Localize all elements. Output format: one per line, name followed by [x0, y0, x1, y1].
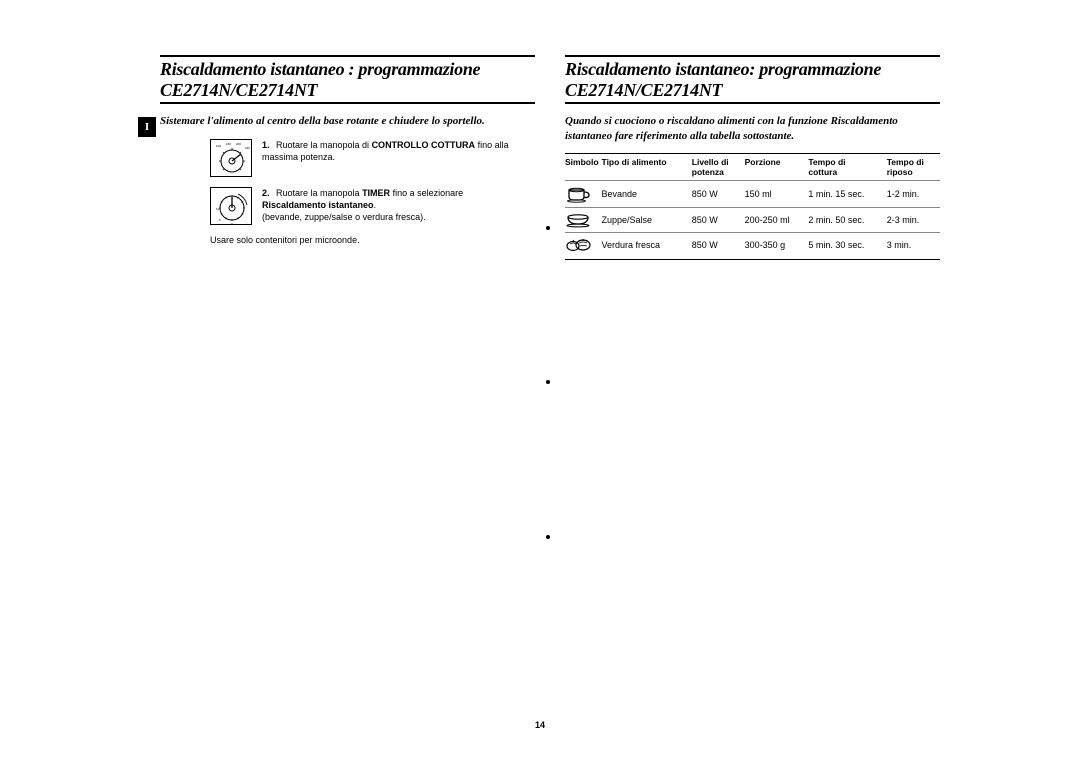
svg-text:180: 180: [226, 142, 231, 146]
col-rest: Tempo diriposo: [887, 153, 940, 180]
col-portion: Porzione: [745, 153, 809, 180]
right-intro: Quando si cuociono o riscaldano alimenti…: [565, 114, 940, 143]
bowl-icon: [565, 208, 602, 233]
table-row: Verdura fresca 850 W 300-350 g 5 min. 30…: [565, 233, 940, 258]
reheat-table: Simbolo Tipo di alimento Livello dipoten…: [565, 153, 940, 260]
step-number: 2.: [262, 187, 276, 199]
vegetable-icon: [565, 233, 602, 258]
svg-text:220: 220: [245, 146, 250, 150]
right-title: Riscaldamento istantaneo: programmazione…: [565, 59, 940, 100]
cup-icon: [565, 181, 602, 208]
svg-text:0: 0: [231, 222, 233, 226]
col-cook: Tempo dicottura: [808, 153, 886, 180]
col-food: Tipo di alimento: [602, 153, 692, 180]
svg-text:5: 5: [219, 218, 221, 222]
page-number: 14: [0, 720, 1080, 730]
table-row: Zuppe/Salse 850 W 200-250 ml 2 min. 50 s…: [565, 208, 940, 233]
left-column: Riscaldamento istantaneo : programmazion…: [160, 55, 535, 260]
language-tab: I: [138, 117, 156, 137]
page-content: Riscaldamento istantaneo : programmazion…: [160, 55, 940, 260]
svg-text:200: 200: [236, 142, 241, 146]
step-number: 1.: [262, 139, 276, 151]
timer-dial-icon: 10 5 0: [210, 187, 252, 225]
svg-text:100: 100: [216, 144, 221, 148]
cooking-control-dial-icon: 100 180 200 220: [210, 139, 252, 177]
step-2: 10 5 0 2.Ruotare la manopola TIMER fino …: [210, 187, 535, 225]
col-symbol: Simbolo: [565, 153, 602, 180]
svg-text:10: 10: [216, 207, 220, 211]
col-power: Livello dipotenza: [692, 153, 745, 180]
left-note: Usare solo contenitori per microonde.: [210, 235, 535, 245]
left-intro: Sistemare l'alimento al centro della bas…: [160, 114, 535, 128]
step-1: 100 180 200 220 1.Ruotare la manopola di…: [210, 139, 535, 177]
left-title: Riscaldamento istantaneo : programmazion…: [160, 59, 535, 100]
right-column: Riscaldamento istantaneo: programmazione…: [565, 55, 940, 260]
table-row: Bevande 850 W 150 ml 1 min. 15 sec. 1-2 …: [565, 181, 940, 208]
